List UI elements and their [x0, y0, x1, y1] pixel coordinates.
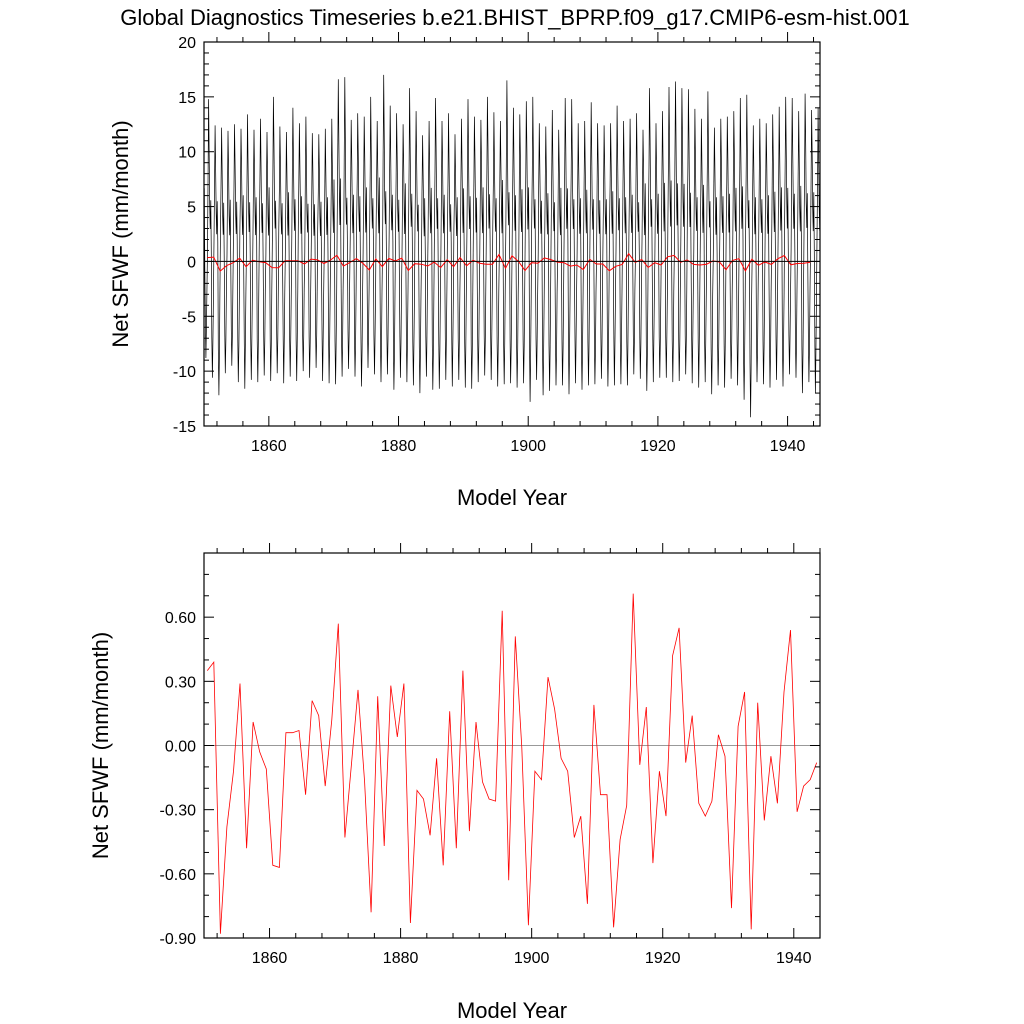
y-tick-label: 20 [178, 35, 196, 52]
annual-mean-series-line [206, 593, 818, 934]
x-tick-labels: 1860 1880 1900 1920 1940 [252, 950, 812, 967]
x-tick-label: 1940 [770, 438, 806, 455]
monthly-series-line-group [203, 74, 821, 418]
y-tick-label: -0.30 [160, 803, 197, 820]
axis-ticks [204, 32, 820, 427]
y-tick-label: 0.60 [165, 610, 196, 627]
y-tick-label: 0 [187, 254, 196, 271]
x-tick-label: 1920 [645, 950, 681, 967]
x-tick-label: 1880 [383, 950, 419, 967]
y-tick-label: -15 [173, 419, 196, 436]
y-tick-label: -0.60 [160, 867, 197, 884]
x-tick-label: 1940 [776, 950, 812, 967]
annual-mean-series-line-group [206, 593, 818, 934]
plot-frame [203, 41, 821, 427]
x-tick-label: 1900 [514, 950, 550, 967]
y-tick-label: 5 [187, 200, 196, 217]
x-axis-title: Model Year [457, 998, 567, 1023]
monthly-series-line [203, 74, 821, 418]
axis-ticks [204, 543, 821, 939]
bottom-panel-annual-mean: 1860 1880 1900 1920 1940 0.60 0.30 0.00 -0.30 -0… [88, 543, 821, 1023]
y-axis-title: Net SFWF (mm/month) [108, 120, 133, 347]
y-tick-label: 15 [178, 90, 196, 107]
y-axis-title: Net SFWF (mm/month) [88, 632, 113, 859]
y-tick-label: -0.90 [160, 931, 197, 948]
x-tick-label: 1860 [251, 438, 287, 455]
x-axis-title: Model Year [457, 485, 567, 510]
y-tick-labels: 20 15 10 5 0 -5 -10 -15 [173, 35, 196, 436]
x-tick-label: 1920 [640, 438, 676, 455]
y-tick-label: -5 [182, 309, 196, 326]
top-panel-monthly-timeseries: 1860 1880 1900 1920 1940 20 15 10 5 0 -5 -10 -15 Mo… [108, 32, 821, 510]
y-tick-label: -10 [173, 364, 196, 381]
y-tick-labels: 0.60 0.30 0.00 -0.30 -0.60 -0.90 [160, 610, 197, 948]
y-tick-label: 0.30 [165, 674, 196, 691]
y-tick-label: 0.00 [165, 739, 196, 756]
figure-title: Global Diagnostics Timeseries b.e21.BHIS… [120, 5, 910, 30]
x-tick-label: 1860 [252, 950, 288, 967]
x-tick-label: 1880 [381, 438, 417, 455]
x-tick-labels: 1860 1880 1900 1920 1940 [251, 438, 805, 455]
y-tick-label: 10 [178, 145, 196, 162]
x-tick-label: 1900 [510, 438, 546, 455]
